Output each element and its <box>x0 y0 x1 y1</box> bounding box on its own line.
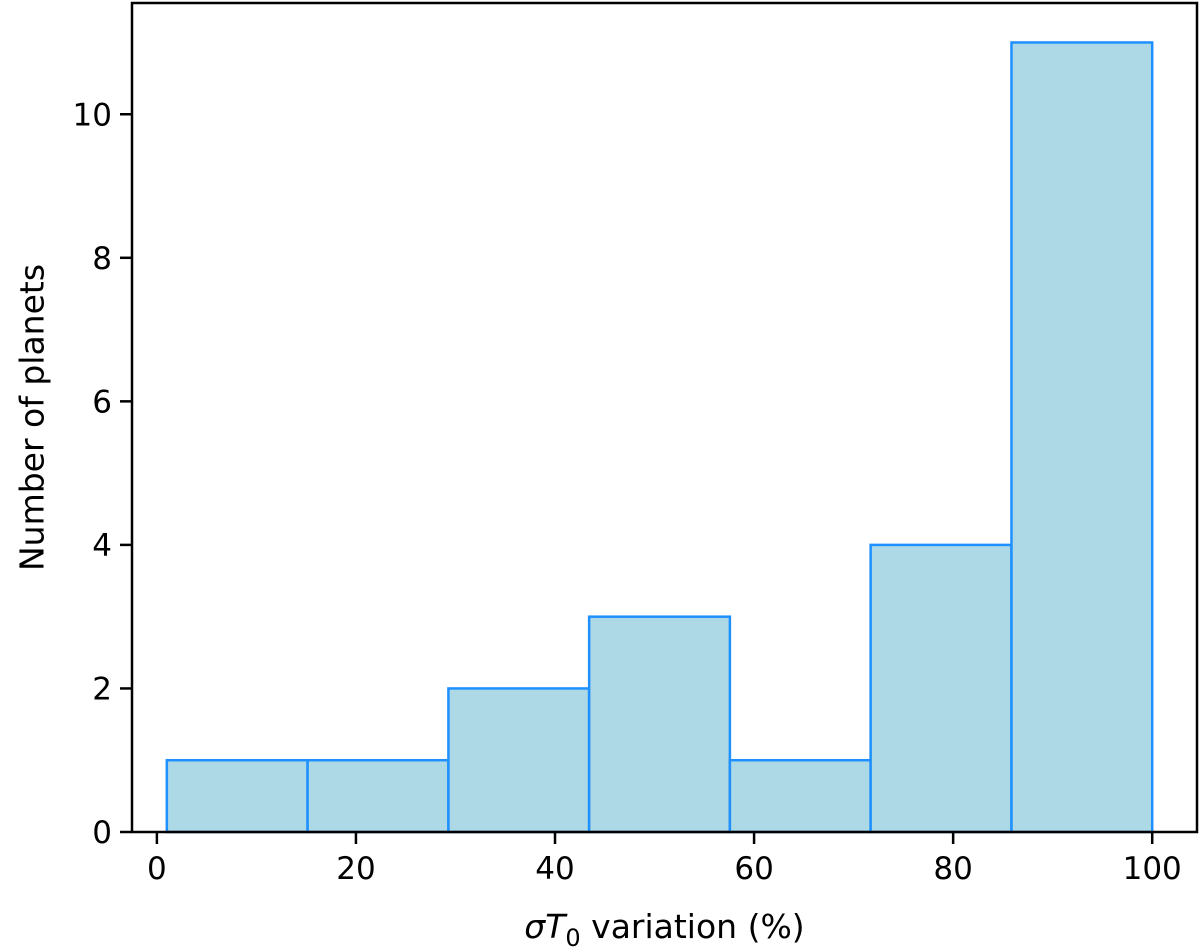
y-axis-label: Number of planets <box>13 264 52 571</box>
y-tick-label: 0 <box>92 815 112 851</box>
x-axis-label-subscript: 0 <box>565 924 580 950</box>
bars-group <box>165 41 1154 834</box>
x-tick-label: 0 <box>147 851 167 887</box>
histogram-bar <box>306 758 450 834</box>
x-axis-label-rest: variation (%) <box>581 907 805 946</box>
histogram-bar <box>869 543 1013 834</box>
y-tick-label: 4 <box>92 528 112 564</box>
x-axis-label-sigma: σ <box>524 907 546 946</box>
histogram-bar <box>728 758 872 834</box>
histogram-bar <box>1010 41 1154 834</box>
plot-frame <box>130 1 1199 834</box>
x-axis-ticks: 0 20 40 60 80 100 <box>147 832 1182 887</box>
x-tick-label: 80 <box>933 851 972 887</box>
histogram-bar <box>165 758 309 834</box>
y-tick-label: 8 <box>92 241 112 277</box>
x-tick-label: 20 <box>336 851 375 887</box>
x-tick-label: 60 <box>734 851 773 887</box>
histogram-bar <box>587 615 732 834</box>
x-tick-label: 100 <box>1123 851 1182 887</box>
x-axis-label-t: T <box>545 907 568 946</box>
histogram-bar <box>447 687 591 834</box>
y-axis-ticks: 0 2 4 6 8 10 <box>73 97 132 851</box>
x-tick-label: 40 <box>535 851 574 887</box>
y-tick-label: 6 <box>92 384 112 420</box>
y-tick-label: 10 <box>73 97 112 133</box>
x-axis-label: σT0 variation (%) <box>524 907 804 950</box>
y-tick-label: 2 <box>92 671 112 707</box>
